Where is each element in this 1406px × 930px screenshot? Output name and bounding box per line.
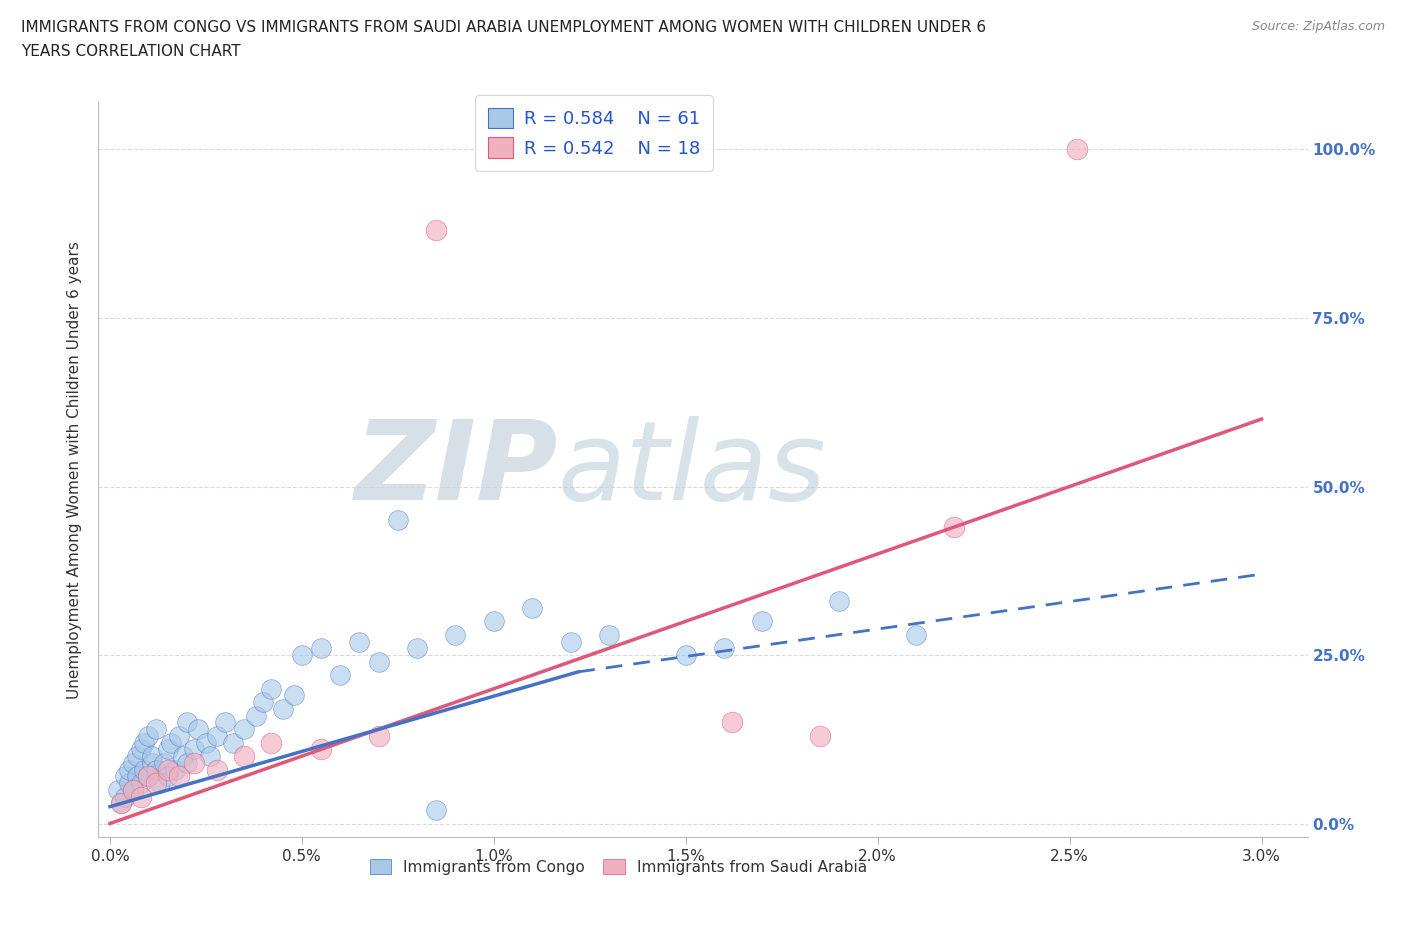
Point (905, 628, 928, 643)
Text: Source: ZipAtlas.com: Source: ZipAtlas.com (1251, 20, 1385, 33)
Point (183, 742, 205, 757)
Point (176, 715, 198, 730)
Point (560, 634, 582, 649)
Point (207, 763, 229, 777)
Point (152, 755, 174, 770)
Point (156, 769, 179, 784)
Point (118, 776, 141, 790)
Point (367, 728, 389, 743)
Point (245, 709, 267, 724)
Point (283, 688, 305, 703)
Point (444, 628, 467, 643)
Point (713, 641, 735, 656)
Point (145, 763, 167, 777)
Point (134, 736, 156, 751)
Point (110, 796, 132, 811)
Point (165, 763, 187, 777)
Y-axis label: Unemployment Among Women with Children Under 6 years: Unemployment Among Women with Children U… (67, 241, 83, 698)
Point (172, 749, 194, 764)
Point (260, 736, 283, 751)
Point (598, 628, 620, 643)
Point (425, 223, 447, 238)
Point (207, 728, 229, 743)
Point (194, 736, 217, 751)
Point (134, 763, 156, 777)
Point (107, 782, 129, 797)
Point (183, 755, 205, 770)
Text: atlas: atlas (558, 416, 827, 524)
Point (160, 736, 183, 751)
Point (145, 776, 167, 790)
Point (214, 715, 236, 730)
Text: ZIP: ZIP (354, 416, 558, 524)
Point (125, 769, 148, 784)
Point (156, 742, 179, 757)
Point (808, 728, 831, 743)
Legend: Immigrants from Congo, Immigrants from Saudi Arabia: Immigrants from Congo, Immigrants from S… (364, 853, 873, 881)
Point (260, 682, 283, 697)
Point (122, 755, 145, 770)
Point (675, 647, 697, 662)
Point (125, 749, 148, 764)
Point (222, 736, 245, 751)
Point (129, 790, 152, 804)
Point (522, 601, 544, 616)
Point (118, 763, 141, 777)
Point (141, 755, 163, 770)
Point (136, 728, 159, 743)
Point (149, 776, 172, 790)
Point (156, 763, 179, 777)
Point (176, 755, 198, 770)
Point (367, 655, 389, 670)
Point (141, 749, 163, 764)
Point (291, 647, 314, 662)
Point (114, 790, 136, 804)
Point (129, 776, 152, 790)
Point (329, 668, 352, 683)
Text: IMMIGRANTS FROM CONGO VS IMMIGRANTS FROM SAUDI ARABIA UNEMPLOYMENT AMONG WOMEN W: IMMIGRANTS FROM CONGO VS IMMIGRANTS FROM… (21, 20, 986, 35)
Point (145, 722, 167, 737)
Text: YEARS CORRELATION CHART: YEARS CORRELATION CHART (21, 44, 240, 59)
Point (122, 782, 145, 797)
Point (129, 742, 152, 757)
Point (198, 749, 221, 764)
Point (482, 614, 505, 629)
Point (425, 803, 447, 817)
Point (167, 728, 190, 743)
Point (110, 796, 132, 811)
Point (349, 634, 371, 649)
Point (114, 769, 136, 784)
Point (252, 695, 274, 710)
Point (1066, 142, 1088, 157)
Point (387, 512, 409, 527)
Point (309, 742, 332, 757)
Point (271, 701, 294, 716)
Point (828, 593, 851, 608)
Point (136, 769, 159, 784)
Point (233, 749, 256, 764)
Point (167, 769, 190, 784)
Point (751, 614, 773, 629)
Point (406, 641, 429, 656)
Point (122, 782, 145, 797)
Point (233, 722, 256, 737)
Point (136, 769, 159, 784)
Point (309, 641, 332, 656)
Point (187, 722, 209, 737)
Point (943, 520, 966, 535)
Point (720, 715, 742, 730)
